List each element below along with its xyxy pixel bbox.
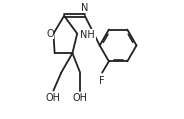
Text: OH: OH [73, 94, 88, 104]
Text: OH: OH [46, 94, 61, 104]
Text: NH: NH [80, 30, 95, 40]
Text: N: N [81, 3, 89, 13]
Text: F: F [99, 76, 105, 86]
Text: O: O [46, 29, 54, 39]
